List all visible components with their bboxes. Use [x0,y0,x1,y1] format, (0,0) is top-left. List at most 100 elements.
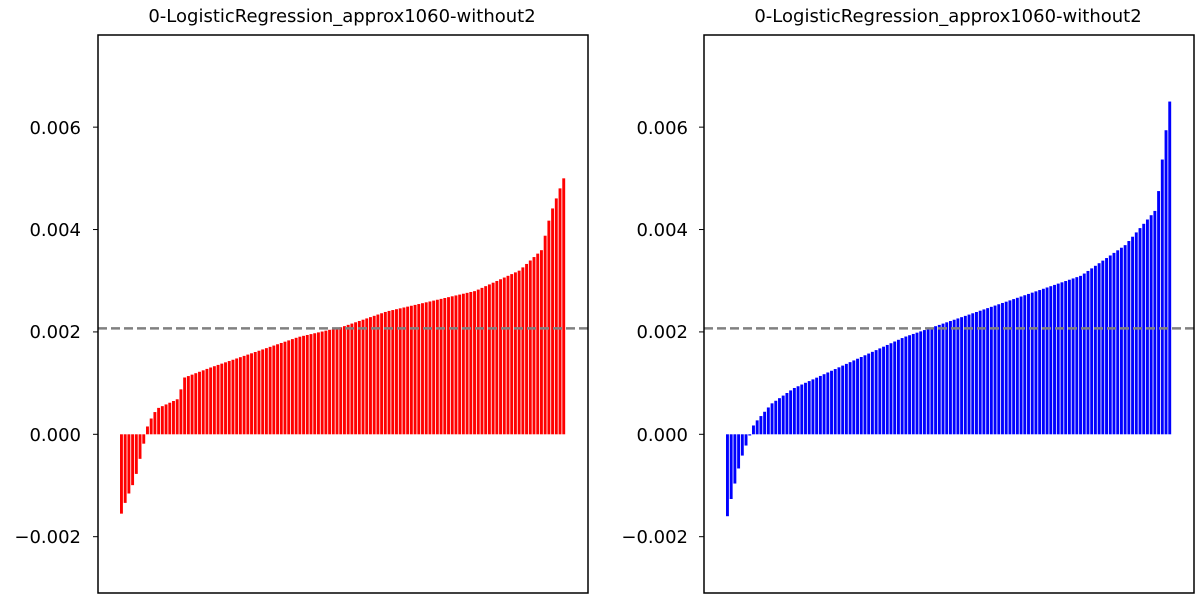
bar [766,407,770,435]
bar [209,367,213,435]
bar [1015,297,1019,435]
bar [305,334,309,435]
bar [153,412,157,435]
bar [967,314,971,435]
bar [298,336,302,435]
bar [220,363,224,435]
bar [272,345,276,435]
bar [447,297,450,435]
bar [495,280,499,435]
bar [502,277,506,435]
bar [1160,159,1164,435]
bar [1168,101,1172,435]
right-y-tick-label: −0.002 [621,527,688,548]
bar [882,346,885,435]
right-y-tick-label: 0.000 [636,425,688,446]
bar [131,434,135,486]
bar [978,310,982,435]
bar [354,322,358,435]
right-panel-y-ticks: −0.002 0.000 0.002 0.004 0.006 [621,118,688,548]
bar [212,366,216,435]
bar [1001,302,1004,435]
bar [164,404,168,435]
bar [205,368,209,435]
bar [238,357,242,435]
bar [937,324,941,435]
bar [127,434,131,494]
bar [956,318,960,435]
bar [1142,223,1146,435]
bar [231,359,235,435]
bar [960,317,964,435]
bar [997,304,1001,435]
right-y-tick-label: 0.002 [636,322,688,343]
bar [369,317,372,435]
bar [789,390,793,435]
bar [1138,228,1142,435]
bar [536,253,540,435]
bar [1145,219,1149,435]
bar [313,333,317,435]
bar [376,314,380,435]
bar [837,367,841,435]
bar [859,357,863,435]
bar [1019,296,1023,435]
bar [763,411,767,435]
bar [841,365,845,435]
bar [428,301,432,435]
bar [350,323,354,435]
bar [287,340,291,435]
left-plot-frame [97,34,589,594]
bar [941,323,945,435]
bar [421,303,424,435]
bar [491,282,495,435]
bar [361,319,365,435]
bar [183,377,187,435]
bar [528,260,532,435]
bar [737,434,741,469]
bar [729,434,733,499]
bar [435,299,439,435]
bar [796,386,800,435]
bar [517,270,521,435]
bar [465,292,469,435]
bar [896,339,900,435]
bar [744,434,748,446]
bar [484,286,488,435]
bar [461,293,465,435]
bar [1064,281,1068,435]
bar [755,420,759,435]
bar [261,349,265,435]
bar [365,318,369,435]
bar [1023,295,1027,435]
bar [357,320,361,435]
bar [138,434,142,459]
bar [283,341,287,435]
bar [532,257,536,435]
bar [123,434,127,503]
bar [874,350,878,435]
bar [179,389,183,435]
right-y-tick-label: 0.004 [636,220,688,241]
bar [922,330,926,435]
bar [432,300,436,435]
bar [1082,273,1086,435]
bar [1071,278,1075,435]
bar [815,377,819,435]
bar [1119,247,1123,435]
bar [250,353,253,435]
left-y-tick-label: 0.004 [29,220,81,241]
bar [1108,255,1112,435]
bar [856,358,859,435]
bar [1004,301,1008,435]
bar [1105,258,1108,435]
bar [1045,287,1049,435]
bar [198,371,201,435]
bar [302,335,306,435]
bar [867,353,871,435]
bar [752,425,755,435]
bar [733,434,737,484]
bar [168,402,172,435]
bar [149,418,153,435]
bar [134,434,138,474]
